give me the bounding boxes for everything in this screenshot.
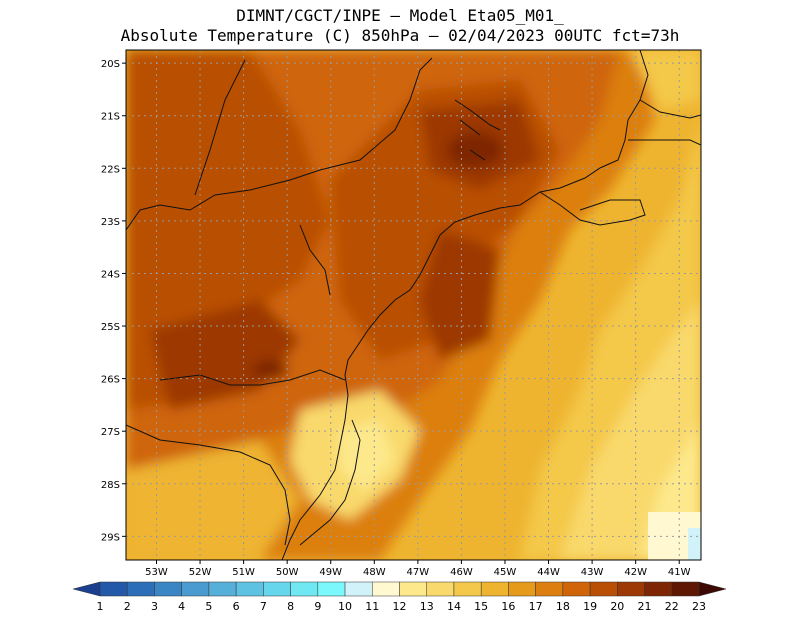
colorbar-swatch bbox=[317, 581, 346, 597]
lon-tick-label: 48W bbox=[363, 567, 386, 578]
map-frame bbox=[125, 49, 702, 561]
colorbar-label: 3 bbox=[151, 600, 158, 613]
colorbar-label: 12 bbox=[393, 600, 407, 613]
colorbar-swatch bbox=[344, 581, 373, 597]
colorbar-label: 10 bbox=[338, 600, 352, 613]
colorbar-label: 22 bbox=[665, 600, 679, 613]
field-region-21c-south bbox=[252, 360, 288, 380]
colorbar-swatch bbox=[562, 581, 591, 597]
colorbar-swatch bbox=[535, 581, 564, 597]
lon-tick-label: 53W bbox=[145, 567, 168, 578]
colorbar-swatch bbox=[181, 581, 210, 597]
lat-tick-label: 26S bbox=[101, 375, 120, 386]
colorbar-label: 11 bbox=[365, 600, 379, 613]
lat-tick-label: 28S bbox=[101, 480, 120, 491]
lat-tick-label: 20S bbox=[101, 59, 120, 70]
colorbar-swatch bbox=[453, 581, 482, 597]
colorbar-swatch bbox=[263, 581, 291, 597]
colorbar-swatch bbox=[508, 581, 536, 597]
colorbar-swatch bbox=[126, 581, 155, 597]
lon-tick-label: 52W bbox=[189, 567, 212, 578]
lat-tick-label: 21S bbox=[101, 112, 120, 123]
lat-tick-label: 29S bbox=[101, 532, 120, 543]
colorbar-label: 14 bbox=[447, 600, 461, 613]
colorbar-label: 15 bbox=[474, 600, 488, 613]
colorbar-swatch bbox=[644, 581, 673, 597]
colorbar bbox=[72, 581, 727, 597]
colorbar-label: 18 bbox=[556, 600, 570, 613]
lon-tick-label: 44W bbox=[537, 567, 560, 578]
lon-tick-label: 43W bbox=[581, 567, 604, 578]
lat-tick-label: 23S bbox=[101, 217, 120, 228]
lon-tick-label: 50W bbox=[276, 567, 299, 578]
lon-tick-label: 41W bbox=[668, 567, 691, 578]
longitude-tick-labels: 53W 52W 51W 50W 49W 48W 47W 46W 45W 44W 43W 42W 41W bbox=[145, 560, 691, 578]
field-region-19c-west bbox=[126, 50, 330, 410]
field-region-16c-south bbox=[126, 440, 300, 560]
colorbar-arrow-high bbox=[698, 581, 727, 597]
chart-title-line-2: Absolute Temperature (C) 850hPa – 02/04/… bbox=[120, 26, 680, 45]
colorbar-label: 7 bbox=[260, 600, 267, 613]
colorbar-label: 16 bbox=[501, 600, 515, 613]
lon-tick-label: 45W bbox=[494, 567, 517, 578]
colorbar-swatch bbox=[99, 581, 128, 597]
colorbar-label: 23 bbox=[692, 600, 706, 613]
latitude-tick-labels: 20S 21S 22S 23S 24S 25S 26S 27S 28S 29S bbox=[101, 59, 126, 543]
colorbar-swatch bbox=[426, 581, 455, 597]
colorbar-swatch bbox=[589, 581, 618, 597]
colorbar-swatch bbox=[617, 581, 645, 597]
colorbar-swatch bbox=[290, 581, 319, 597]
field-region-15c-ne bbox=[630, 50, 701, 110]
colorbar-label: 4 bbox=[178, 600, 185, 613]
lat-tick-label: 22S bbox=[101, 164, 120, 175]
lon-tick-label: 42W bbox=[624, 567, 647, 578]
colorbar-swatch bbox=[154, 581, 182, 597]
field-region-11c-corner bbox=[688, 528, 701, 560]
colorbar-label: 13 bbox=[420, 600, 434, 613]
colorbar-label: 17 bbox=[529, 600, 543, 613]
lat-tick-label: 24S bbox=[101, 269, 120, 280]
colorbar-labels: 1 2 3 4 5 6 7 8 9 10 11 12 13 14 15 16 17 18 19 20 21 22 23 bbox=[97, 600, 707, 613]
field-region-21c-north bbox=[447, 132, 503, 168]
colorbar-swatch bbox=[208, 581, 237, 597]
colorbar-swatch bbox=[399, 581, 427, 597]
colorbar-label: 8 bbox=[287, 600, 294, 613]
lon-tick-label: 46W bbox=[450, 567, 473, 578]
lon-tick-label: 51W bbox=[232, 567, 255, 578]
colorbar-swatch bbox=[235, 581, 264, 597]
temperature-field bbox=[126, 50, 701, 560]
colorbar-label: 21 bbox=[638, 600, 652, 613]
field-region-20c-central bbox=[420, 230, 500, 360]
lon-tick-label: 47W bbox=[407, 567, 430, 578]
coastline-and-borders bbox=[126, 50, 701, 560]
lat-tick-label: 27S bbox=[101, 427, 120, 438]
colorbar-swatch bbox=[372, 581, 400, 597]
colorbar-label: 20 bbox=[610, 600, 624, 613]
colorbar-label: 19 bbox=[583, 600, 597, 613]
colorbar-label: 9 bbox=[314, 600, 321, 613]
colorbar-label: 6 bbox=[233, 600, 240, 613]
graticule bbox=[126, 50, 701, 560]
colorbar-label: 5 bbox=[205, 600, 212, 613]
chart-title-line-1: DIMNT/CGCT/INPE – Model Eta05_M01_ bbox=[236, 6, 564, 25]
colorbar-label: 1 bbox=[97, 600, 104, 613]
lon-tick-label: 49W bbox=[319, 567, 342, 578]
colorbar-arrow-low bbox=[72, 581, 101, 597]
colorbar-swatch bbox=[671, 581, 700, 597]
colorbar-label: 2 bbox=[124, 600, 131, 613]
lat-tick-label: 25S bbox=[101, 322, 120, 333]
field-region-20c-south bbox=[150, 300, 300, 410]
colorbar-swatch bbox=[480, 581, 509, 597]
